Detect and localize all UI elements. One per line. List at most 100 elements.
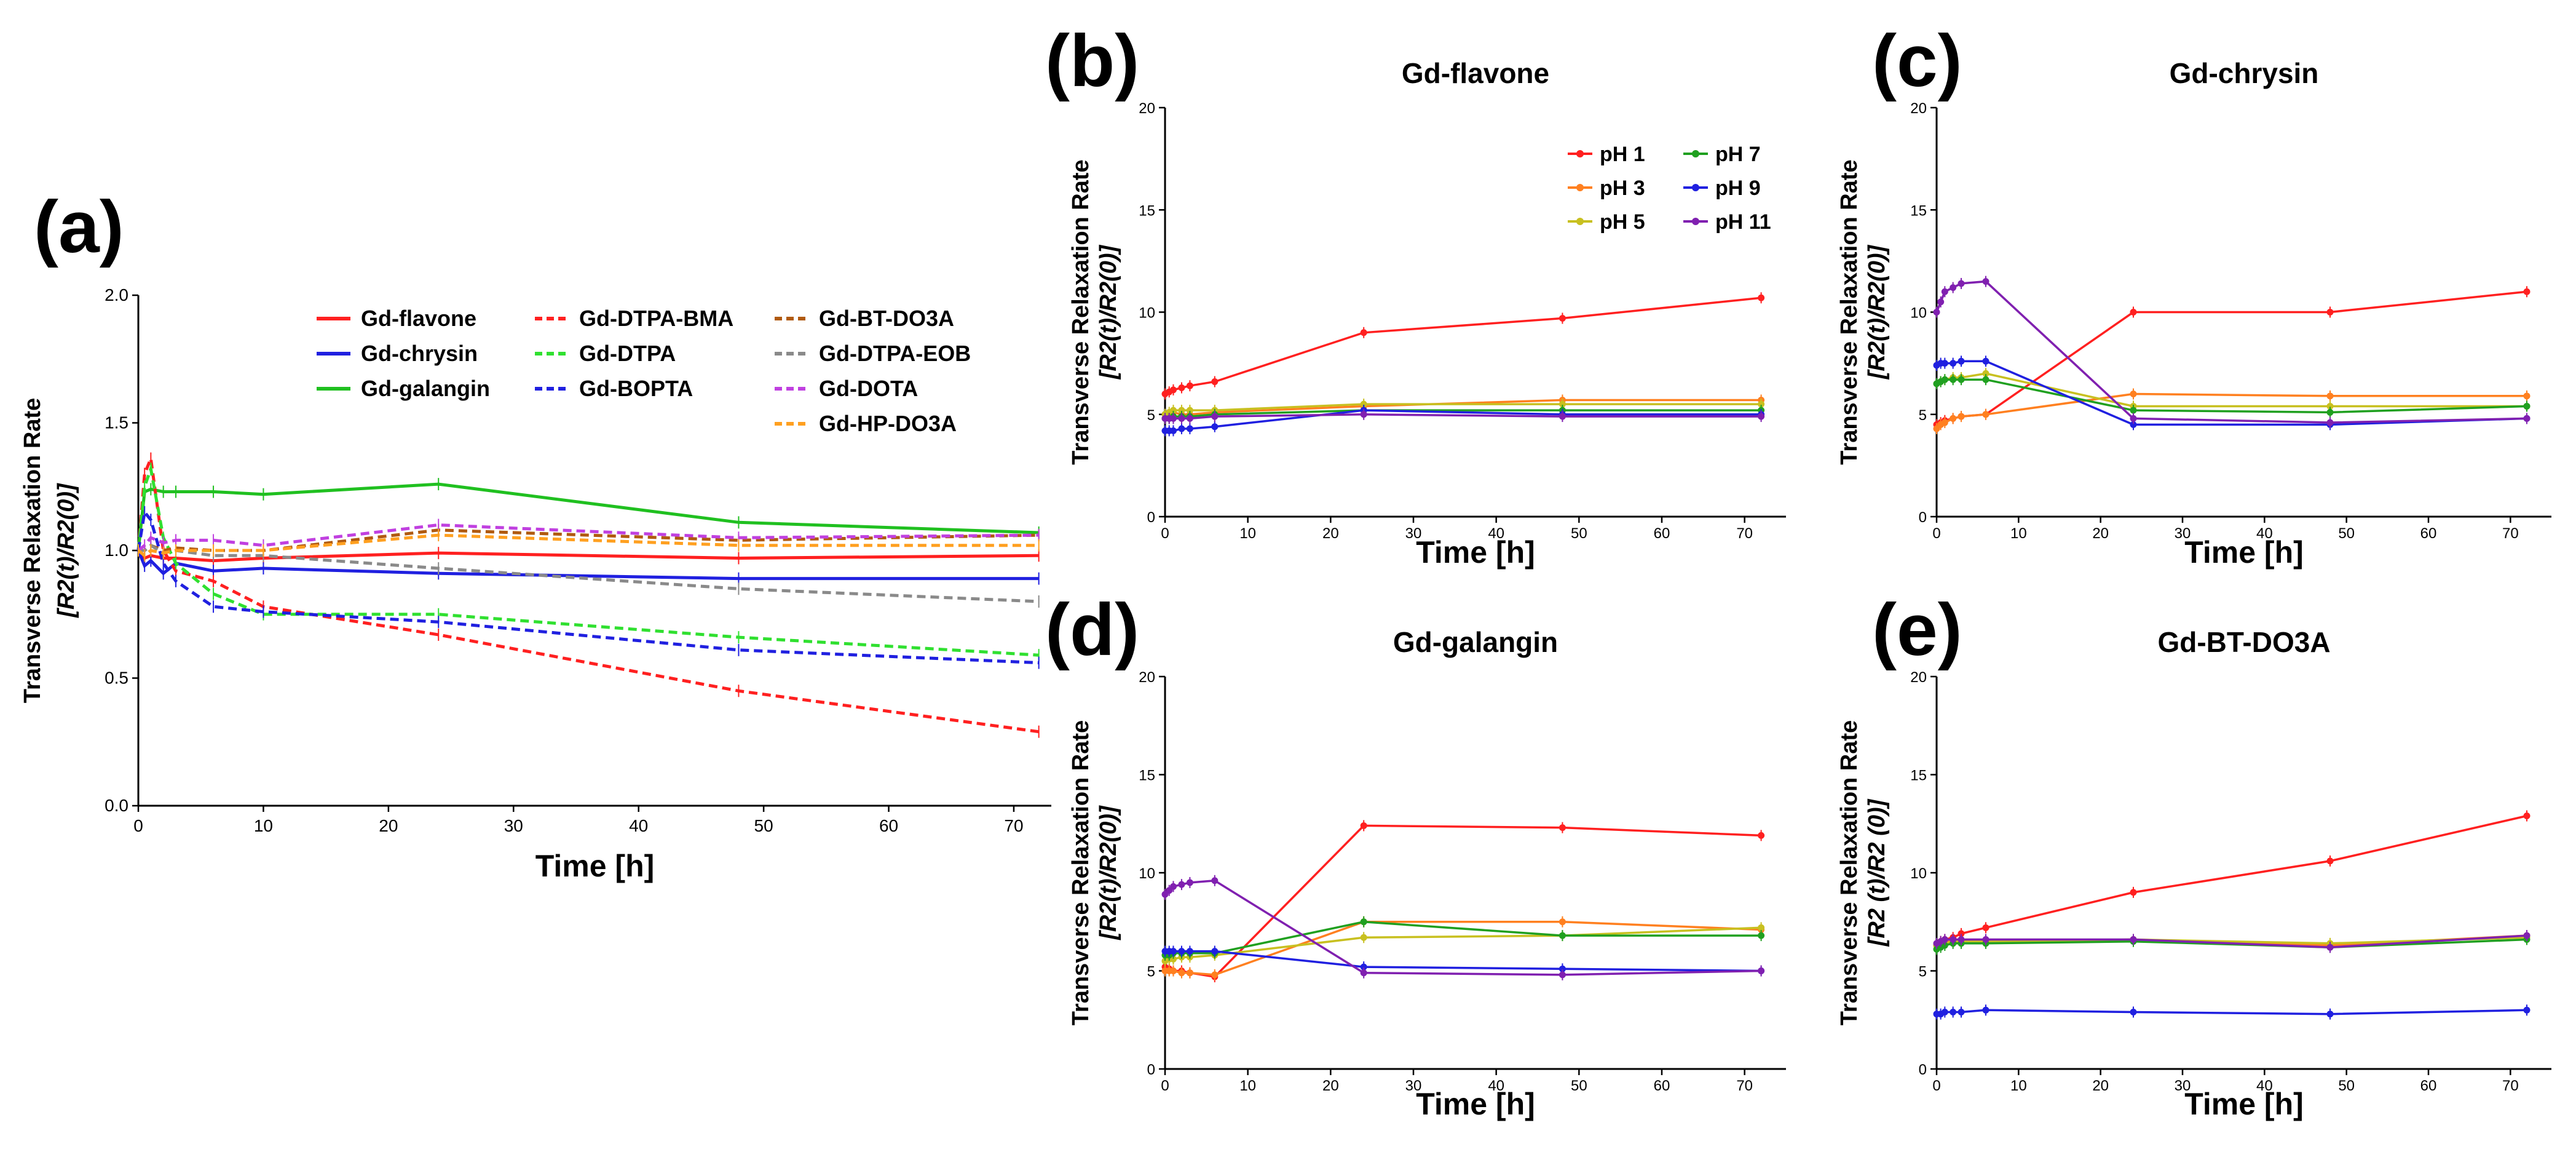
series-line — [136, 508, 1039, 665]
series-ph-1 — [1161, 820, 1765, 983]
data-point — [2523, 1006, 2531, 1014]
series-line — [1935, 280, 2527, 424]
series-line — [137, 533, 1039, 558]
data-point — [2523, 932, 2531, 939]
data-point — [2523, 812, 2531, 819]
chart-panel-b: (b) Gd-flavone 0 10 20 30 40 50 60 70 0 5 10 15 20 Time… — [1045, 20, 1786, 570]
series-line — [1936, 360, 2527, 426]
data-point — [1559, 400, 1566, 408]
data-point — [1186, 425, 1193, 432]
data-point — [1982, 370, 1989, 377]
chart-panel-a: (a) 0 10 20 30 40 50 60 70 0.0 0.5 1.0 1.5 2.0 Time [h… — [20, 186, 1051, 883]
data-point — [2130, 391, 2137, 397]
data-point — [1186, 407, 1193, 414]
x-tick-label: 0 — [1932, 525, 1940, 542]
x-tick-label: 60 — [1654, 1078, 1670, 1094]
x-tick-label: 50 — [2338, 1078, 2355, 1094]
data-point — [1758, 924, 1765, 931]
x-tick-label: 30 — [2175, 525, 2191, 542]
x-axis-label: Time [h] — [2184, 1087, 2304, 1121]
data-point — [1950, 415, 1957, 422]
y-tick-label: 0 — [1919, 1062, 1927, 1078]
x-tick-label: 10 — [1239, 1078, 1256, 1094]
data-point — [1178, 969, 1185, 977]
data-point — [1559, 314, 1566, 322]
data-point — [1941, 1008, 1948, 1015]
y-tick-label: 15 — [1910, 768, 1927, 784]
x-tick-label: 10 — [2010, 525, 2027, 542]
x-tick-label: 60 — [2420, 525, 2437, 542]
x-tick-label: 40 — [2256, 525, 2273, 542]
data-point — [2326, 419, 2334, 426]
series-line — [1936, 290, 2527, 426]
x-tick-label: 50 — [2338, 525, 2355, 542]
data-point — [1360, 400, 1367, 408]
series-ph-11 — [1933, 930, 2531, 953]
legend-item-ph-1: pH 1 — [1568, 143, 1645, 166]
chart-panel-d: (d) Gd-galangin 0 10 20 30 40 50 60 70 0 5 10 15 20 Tim… — [1045, 589, 1786, 1121]
series-line — [1937, 1009, 2527, 1015]
y-axis-label-line1: Transverse Relaxation Rate — [1836, 720, 1862, 1025]
series-line — [1935, 814, 2527, 947]
chart-title: Gd-chrysin — [2170, 57, 2319, 89]
x-tick-label: 70 — [2502, 525, 2519, 542]
panel-letter: (b) — [1045, 20, 1139, 102]
data-point — [1211, 413, 1219, 420]
data-point — [1178, 415, 1185, 422]
data-point — [1186, 969, 1193, 977]
data-point — [2326, 309, 2334, 316]
data-point — [2523, 392, 2531, 400]
series-ph-11 — [1933, 276, 2531, 429]
series-line — [136, 550, 1039, 581]
y-tick-label: 5 — [1919, 964, 1927, 980]
series-ph-9 — [1161, 945, 1765, 977]
data-point — [1758, 413, 1765, 420]
data-point — [1982, 924, 1989, 931]
legend-item-ph-9: pH 9 — [1683, 177, 1761, 200]
legend-item-ph-3: pH 3 — [1568, 177, 1645, 200]
x-tick-label: 40 — [1488, 1078, 1504, 1094]
legend-label: Gd-DTPA — [579, 341, 676, 366]
series-line — [138, 543, 1039, 603]
data-point — [1958, 376, 1965, 383]
data-point — [2130, 1008, 2137, 1015]
data-point — [1169, 883, 1177, 890]
data-point — [1958, 413, 1965, 420]
x-tick-label: 50 — [1571, 1078, 1587, 1094]
data-point — [1178, 384, 1185, 392]
data-point — [1958, 930, 1965, 937]
x-tick-label: 40 — [629, 816, 648, 835]
panel-letter: (e) — [1872, 589, 1962, 671]
data-point — [1982, 411, 1989, 418]
data-point — [1211, 948, 1219, 955]
data-point — [2130, 421, 2137, 428]
data-point — [1360, 934, 1367, 941]
series-ph-11 — [1161, 875, 1765, 980]
y-tick-label: 5 — [1147, 964, 1155, 980]
data-point — [1950, 376, 1957, 383]
data-point — [1982, 936, 1989, 943]
legend-item-ph-11: pH 11 — [1683, 210, 1771, 234]
data-point — [1559, 965, 1566, 972]
legend-label: Gd-DTPA-BMA — [579, 306, 733, 331]
data-point — [1360, 822, 1367, 829]
y-tick-label: 20 — [1910, 100, 1927, 117]
x-tick-label: 40 — [2256, 1078, 2273, 1094]
data-point — [2326, 392, 2334, 400]
legend-marker — [1576, 184, 1584, 191]
data-point — [1937, 298, 1945, 306]
legend-marker — [1576, 218, 1584, 225]
data-point — [1941, 936, 1948, 943]
data-point — [1950, 360, 1957, 367]
data-point — [1982, 1006, 1989, 1014]
y-tick-label: 20 — [1910, 669, 1927, 686]
data-point — [1186, 879, 1193, 886]
x-tick-label: 30 — [1405, 525, 1422, 542]
x-tick-label: 30 — [1405, 1078, 1422, 1094]
data-point — [2326, 857, 2334, 865]
y-tick-label: 1.5 — [105, 413, 128, 432]
legend-item-gd-hp-do3a: Gd-HP-DO3A — [775, 411, 957, 436]
data-point — [1211, 971, 1219, 979]
x-tick-label: 10 — [1239, 525, 1256, 542]
